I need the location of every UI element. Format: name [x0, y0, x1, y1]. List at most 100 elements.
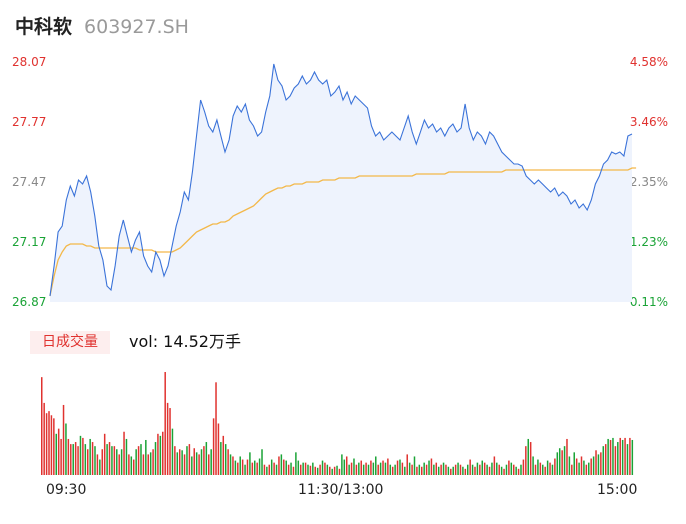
volume-bar [205, 442, 208, 475]
price-tick-label: 27.47 [12, 175, 47, 189]
volume-bar [212, 418, 215, 475]
volume-bar [457, 462, 459, 475]
volume-bar [234, 460, 237, 475]
volume-bar [123, 431, 125, 475]
volume-bar [50, 415, 53, 475]
volume-bar [525, 446, 527, 475]
volume-bar [428, 460, 430, 475]
volume-bar [227, 449, 229, 475]
pct-tick-label: 1.23% [629, 235, 668, 249]
volume-bar [55, 433, 58, 475]
volume-bar [220, 442, 222, 475]
volume-bar [365, 462, 367, 475]
volume-bar [600, 452, 602, 475]
volume-bar [287, 464, 290, 475]
volume-bar [164, 372, 166, 475]
volume-bar [229, 454, 232, 475]
volume-bar [217, 423, 220, 475]
volume-bar [534, 464, 537, 475]
volume-bar [578, 462, 580, 475]
volume-bar [542, 464, 544, 475]
volume-bar [341, 454, 343, 475]
volume-bar [517, 468, 520, 475]
volume-bar [367, 464, 370, 475]
volume-bar [372, 462, 375, 475]
volume-bar [503, 468, 505, 475]
volume-bar [60, 438, 62, 475]
volume-label: vol: 14.52万手 [129, 332, 241, 351]
volume-bar [171, 428, 174, 475]
volume-bar [149, 452, 152, 475]
volume-bar [147, 454, 149, 475]
volume-bar [379, 462, 382, 475]
volume-bar [563, 446, 566, 475]
volume-bar [418, 464, 421, 475]
volume-bar [261, 449, 263, 475]
volume-bar [74, 442, 77, 475]
volume-bar [568, 456, 571, 475]
volume-bar [162, 431, 164, 475]
volume-bar [486, 464, 488, 475]
volume-bar [479, 464, 481, 475]
volume-bar [270, 459, 273, 475]
volume-bar [462, 466, 464, 475]
volume-bar [183, 454, 186, 475]
volume-bar [447, 466, 450, 475]
volume-bar [360, 460, 362, 475]
volume-bar [251, 462, 254, 475]
volume-bar [621, 439, 624, 475]
volume-bar [404, 466, 406, 475]
volume-bar [106, 444, 108, 475]
volume-bar [416, 466, 418, 475]
volume-bar [319, 464, 321, 475]
volume-bar [181, 450, 183, 475]
volume-bar [263, 464, 266, 475]
volume-bar [157, 433, 159, 475]
volume-bar [198, 454, 200, 475]
volume-bar [529, 442, 532, 475]
volume-bar [476, 462, 479, 475]
volume-bar [401, 462, 404, 475]
volume-bar [268, 464, 271, 475]
volume-bar [70, 444, 72, 475]
volume-bar [89, 438, 91, 475]
volume-bar [406, 454, 408, 475]
volume-bar [520, 464, 522, 475]
volume-bar [237, 462, 239, 475]
volume-bar [500, 466, 503, 475]
volume-bar [437, 466, 440, 475]
volume-bar [200, 449, 203, 475]
x-tick-label: 09:30 [46, 482, 87, 498]
volume-bar [345, 456, 348, 475]
volume-bar [84, 444, 87, 475]
volume-bar [452, 466, 454, 475]
volume-bar [454, 464, 457, 475]
volume-bar [152, 449, 154, 475]
volume-bar [469, 459, 471, 475]
volume-bar [592, 456, 595, 475]
volume-bar [370, 460, 372, 475]
volume-bar [510, 462, 513, 475]
volume-bar [537, 459, 539, 475]
volume-bar [604, 444, 607, 475]
volume-bar [43, 402, 45, 475]
volume-bar [62, 404, 65, 475]
volume-bar [554, 458, 556, 475]
volume-bar [338, 468, 341, 475]
volume-bar [350, 462, 353, 475]
volume-bar [464, 468, 467, 475]
pct-tick-label: 3.46% [629, 115, 668, 129]
volume-bar [304, 462, 307, 475]
volume-bar [353, 458, 355, 475]
volume-bar [176, 452, 179, 475]
volume-bar [573, 452, 575, 475]
volume-bar [86, 449, 89, 475]
volume-bar [433, 464, 435, 475]
pct-tick-label: 2.35% [629, 175, 668, 189]
volume-bar [48, 411, 50, 475]
price-tick-label: 27.77 [12, 115, 47, 129]
volume-bar [169, 408, 171, 475]
volume-bar [375, 456, 377, 475]
volume-bar [580, 456, 583, 475]
